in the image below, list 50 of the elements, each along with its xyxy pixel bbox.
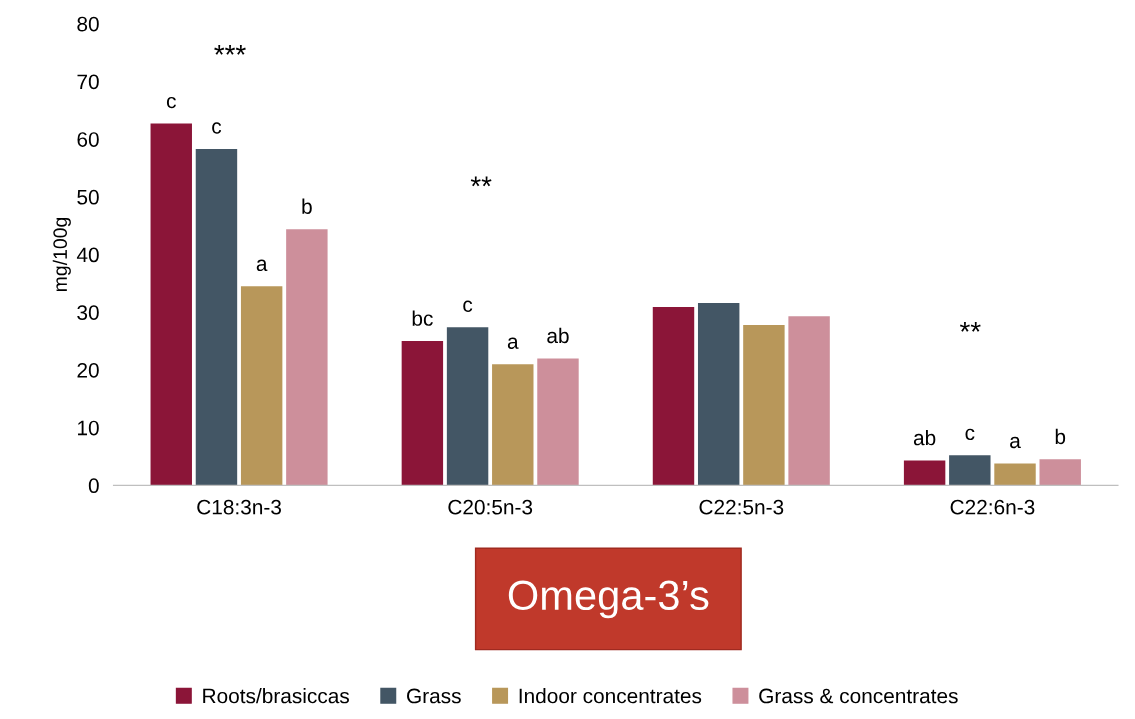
data-label: a bbox=[256, 259, 268, 272]
legend-label: Indoor concentrates bbox=[519, 688, 702, 704]
y-tick-label: 50 bbox=[77, 189, 99, 205]
data-label: a bbox=[1010, 436, 1021, 449]
y-tick-label: 40 bbox=[76, 247, 99, 263]
data-label: c bbox=[965, 428, 975, 441]
y-axis-title: mg/100g bbox=[52, 217, 71, 292]
bar bbox=[743, 324, 785, 486]
annotation: ** bbox=[470, 176, 492, 187]
bar bbox=[949, 455, 991, 486]
bar bbox=[903, 460, 946, 486]
annotation: *** bbox=[214, 45, 246, 55]
x-tick-label: C18:3n-3 bbox=[197, 499, 281, 515]
bar bbox=[994, 463, 1036, 486]
y-tick-label: 70 bbox=[77, 74, 99, 90]
bar bbox=[537, 358, 579, 486]
x-tick-label: C20:5n-3 bbox=[448, 499, 533, 515]
bar bbox=[401, 341, 444, 486]
x-tick-label: C22:5n-3 bbox=[699, 499, 784, 515]
data-label: c bbox=[463, 300, 473, 312]
bar bbox=[652, 307, 695, 486]
text: Omega-3’s bbox=[508, 580, 709, 619]
x-tick-label: C22:6n-3 bbox=[950, 499, 1035, 515]
legend-label: Grass & concentrates bbox=[759, 688, 958, 704]
bar bbox=[492, 364, 534, 486]
legend-label: Roots/brasiccas bbox=[203, 688, 349, 704]
y-tick-label: 80 bbox=[77, 16, 99, 32]
bar bbox=[788, 316, 830, 486]
data-label: ab bbox=[913, 429, 936, 446]
bar bbox=[1039, 459, 1081, 486]
data-label: a bbox=[507, 337, 519, 349]
y-tick-label: 60 bbox=[77, 132, 99, 147]
bar bbox=[195, 148, 238, 486]
bar bbox=[286, 229, 328, 486]
data-label: c bbox=[212, 122, 222, 134]
bar bbox=[150, 123, 192, 486]
y-tick-label: 20 bbox=[77, 362, 99, 378]
bar bbox=[697, 302, 740, 486]
data-label: b bbox=[302, 198, 312, 214]
bar bbox=[446, 327, 489, 486]
data-label: bc bbox=[412, 310, 433, 326]
data-label: ab bbox=[547, 327, 569, 344]
y-tick-label: 0 bbox=[88, 478, 99, 494]
bar bbox=[240, 286, 283, 486]
legend-label: Grass bbox=[407, 688, 461, 704]
y-tick-label: 10 bbox=[78, 420, 99, 436]
data-label: c bbox=[166, 96, 176, 109]
y-tick-label: 30 bbox=[77, 305, 99, 320]
annotation: ** bbox=[959, 321, 981, 332]
data-label: b bbox=[1055, 428, 1066, 445]
